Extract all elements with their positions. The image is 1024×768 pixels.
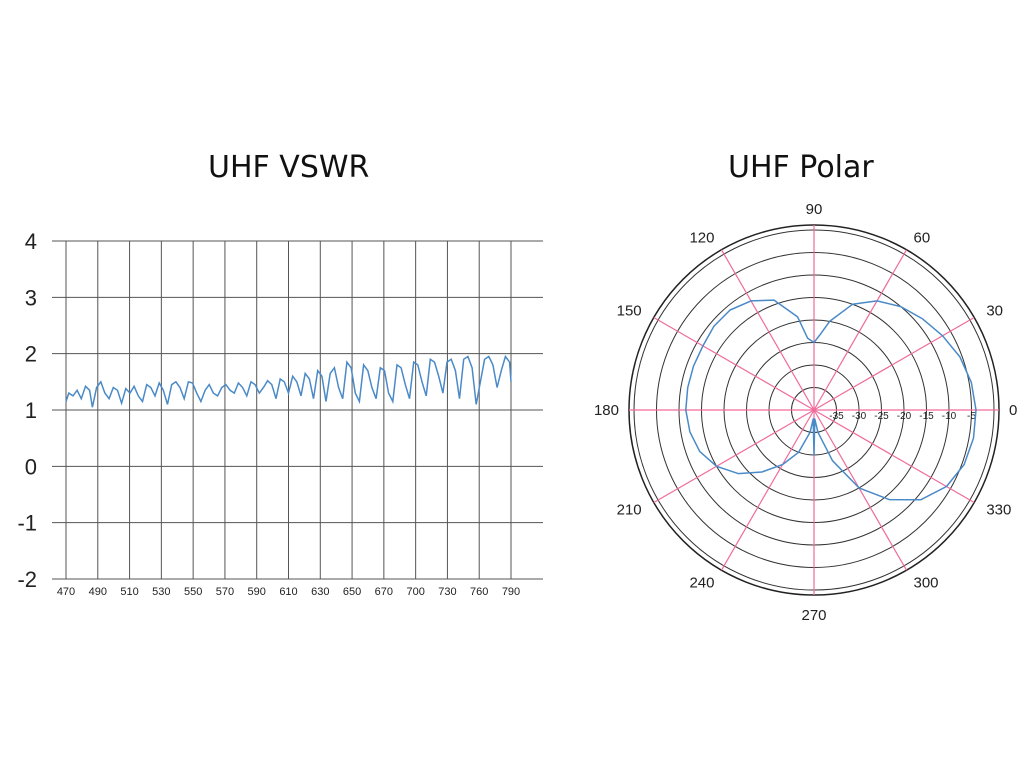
vswr-grid [52,240,543,580]
vswr-y-axis: 4 3 2 1 0 -1 -2 [17,229,37,592]
vswr-x-tick-label: 550 [184,586,202,598]
vswr-x-tick-label: 670 [375,586,393,598]
vswr-x-tick-label: 760 [470,586,488,598]
polar-chart-title: UHF Polar [728,150,874,185]
vswr-y-tick-label: 1 [25,398,37,423]
vswr-x-tick-label: 650 [343,586,361,598]
vswr-y-tick-label: 0 [25,454,37,479]
vswr-plot-area [65,354,512,408]
vswr-x-tick-label: 490 [89,586,107,598]
vswr-x-axis: 470 490 510 530 550 570 590 610 630 650 670 700 730 7… [57,586,520,598]
vswr-x-tick-label: 510 [120,586,138,598]
vswr-x-tick-label: 530 [152,586,170,598]
vswr-x-tick-label: 790 [502,586,520,598]
vswr-chart-title: UHF VSWR [208,150,370,185]
vswr-series-line [65,354,512,408]
vswr-y-tick-label: 3 [25,285,37,310]
vswr-y-tick-label: 2 [25,342,37,367]
vswr-y-tick-label: 4 [25,229,37,254]
vswr-y-tick-label: -1 [17,511,37,536]
vswr-x-tick-label: 470 [57,586,75,598]
vswr-x-tick-label: 730 [438,586,456,598]
vswr-y-tick-label: -2 [17,567,37,592]
vswr-x-tick-label: 590 [248,586,266,598]
vswr-x-tick-label: 700 [406,586,424,598]
vswr-x-tick-label: 630 [311,586,329,598]
vswr-x-tick-label: 610 [279,586,297,598]
vswr-x-tick-label: 570 [216,586,234,598]
